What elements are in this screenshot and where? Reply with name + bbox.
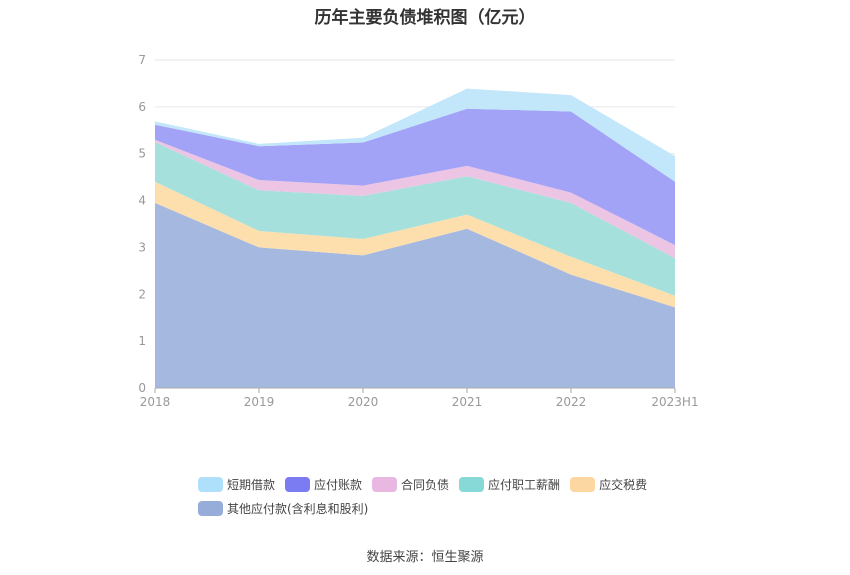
legend-swatch — [372, 476, 398, 492]
legend-row-2: 其他应付款(含利息和股利) — [198, 496, 698, 520]
area-series-1 — [155, 181, 675, 308]
legend-label: 应付账款 — [314, 477, 363, 492]
x-tick-label: 2019 — [244, 395, 275, 409]
legend-label: 其他应付款(含利息和股利) — [227, 501, 369, 516]
area-series-4 — [155, 108, 675, 246]
x-tick-label: 2021 — [452, 395, 483, 409]
x-tick-label: 2020 — [348, 395, 379, 409]
legend-item-employee-payable[interactable]: 应付职工薪酬 — [459, 476, 560, 493]
legend-item-accounts-payable[interactable]: 应付账款 — [285, 476, 362, 493]
legend-swatch — [285, 476, 311, 492]
data-source: 数据来源：恒生聚源 — [366, 550, 484, 565]
area-series — [155, 88, 675, 388]
legend-label: 合同负债 — [401, 477, 450, 492]
y-tick-label: 4 — [138, 194, 146, 208]
y-tick-label: 0 — [138, 381, 146, 395]
legend-row-1: 短期借款 应付账款 合同负债 应付职工薪酬 应交税费 — [198, 472, 698, 496]
legend-swatch — [459, 476, 485, 492]
chart-title: 历年主要负债堆积图（亿元） — [314, 8, 536, 28]
y-tick-label: 1 — [138, 334, 146, 348]
legend-item-taxes-payable[interactable]: 应交税费 — [570, 476, 647, 493]
y-tick-label: 2 — [138, 287, 146, 301]
legend-swatch — [198, 500, 223, 516]
x-tick-label: 2023H1 — [651, 395, 698, 409]
legend: 短期借款 应付账款 合同负债 应付职工薪酬 应交税费 其他应付款(含利息和股利) — [198, 472, 698, 520]
area-series-3 — [155, 139, 675, 259]
area-series-0 — [155, 202, 675, 388]
area-series-2 — [155, 142, 675, 296]
legend-swatch — [570, 476, 596, 492]
legend-item-contract-liabilities[interactable]: 合同负债 — [372, 476, 449, 493]
legend-item-other-payables[interactable]: 其他应付款(含利息和股利) — [198, 500, 368, 517]
y-tick-label: 5 — [138, 147, 146, 161]
x-tick-label: 2022 — [556, 395, 587, 409]
legend-label: 应交税费 — [599, 477, 648, 492]
axes: 0 1 2 3 4 5 6 7 2018 2019 2020 2021 2022 2023H1 — [138, 53, 698, 409]
legend-swatch — [198, 476, 223, 492]
y-tick-label: 3 — [138, 240, 146, 254]
legend-item-short-term-loans[interactable]: 短期借款 — [198, 476, 275, 493]
x-tick-label: 2018 — [140, 395, 171, 409]
y-tick-label: 7 — [138, 53, 146, 67]
y-tick-label: 6 — [138, 100, 146, 114]
legend-label: 短期借款 — [227, 477, 276, 492]
legend-label: 应付职工薪酬 — [488, 477, 561, 492]
